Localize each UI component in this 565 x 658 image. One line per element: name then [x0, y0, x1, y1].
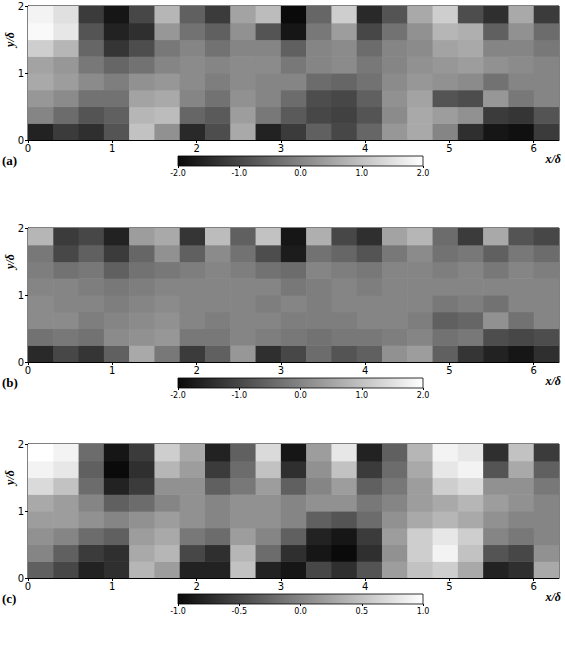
svg-text:-1.0: -1.0: [231, 169, 247, 178]
svg-text:0.5: 0.5: [355, 607, 368, 616]
svg-text:x/δ: x/δ: [545, 590, 561, 604]
svg-text:y/δ: y/δ: [3, 470, 17, 487]
svg-text:1: 1: [109, 365, 115, 376]
svg-text:1: 1: [18, 290, 24, 301]
svg-text:1: 1: [18, 506, 24, 517]
svg-text:0: 0: [25, 143, 31, 154]
svg-text:2.0: 2.0: [417, 169, 430, 178]
svg-text:(c): (c): [2, 591, 16, 606]
svg-text:3: 3: [278, 143, 284, 154]
svg-text:5: 5: [446, 581, 452, 592]
svg-text:4: 4: [362, 581, 368, 592]
svg-text:x/δ: x/δ: [545, 152, 561, 166]
svg-text:x/δ: x/δ: [545, 374, 561, 388]
svg-text:-1.0: -1.0: [231, 391, 247, 400]
svg-text:1: 1: [18, 68, 24, 79]
svg-text:6: 6: [531, 581, 537, 592]
svg-text:6: 6: [531, 365, 537, 376]
svg-text:0: 0: [18, 357, 24, 368]
svg-text:0: 0: [18, 135, 24, 146]
svg-text:3: 3: [278, 365, 284, 376]
svg-text:y/δ: y/δ: [3, 32, 17, 49]
svg-text:5: 5: [446, 143, 452, 154]
svg-text:1.0: 1.0: [355, 169, 368, 178]
svg-text:-2.0: -2.0: [170, 391, 186, 400]
svg-text:5: 5: [446, 365, 452, 376]
svg-text:4: 4: [362, 365, 368, 376]
svg-text:0: 0: [18, 573, 24, 584]
svg-text:0.0: 0.0: [294, 607, 307, 616]
svg-text:0.0: 0.0: [294, 169, 307, 178]
svg-text:1.0: 1.0: [417, 607, 430, 616]
svg-text:(a): (a): [2, 153, 17, 168]
svg-text:-0.5: -0.5: [231, 607, 247, 616]
svg-text:1.0: 1.0: [355, 391, 368, 400]
svg-text:0: 0: [25, 581, 31, 592]
svg-text:2: 2: [18, 439, 24, 450]
svg-text:0.0: 0.0: [294, 391, 307, 400]
svg-text:2: 2: [193, 581, 199, 592]
svg-text:4: 4: [362, 143, 368, 154]
svg-text:1: 1: [109, 581, 115, 592]
svg-text:2: 2: [193, 365, 199, 376]
svg-text:2: 2: [18, 1, 24, 12]
svg-text:-1.0: -1.0: [170, 607, 186, 616]
svg-text:3: 3: [278, 581, 284, 592]
svg-text:2: 2: [193, 143, 199, 154]
svg-text:2.0: 2.0: [417, 391, 430, 400]
svg-text:6: 6: [531, 143, 537, 154]
svg-text:1: 1: [109, 143, 115, 154]
svg-text:(b): (b): [2, 375, 18, 390]
svg-text:y/δ: y/δ: [3, 254, 17, 271]
svg-text:0: 0: [25, 365, 31, 376]
svg-text:-2.0: -2.0: [170, 169, 186, 178]
svg-text:2: 2: [18, 223, 24, 234]
